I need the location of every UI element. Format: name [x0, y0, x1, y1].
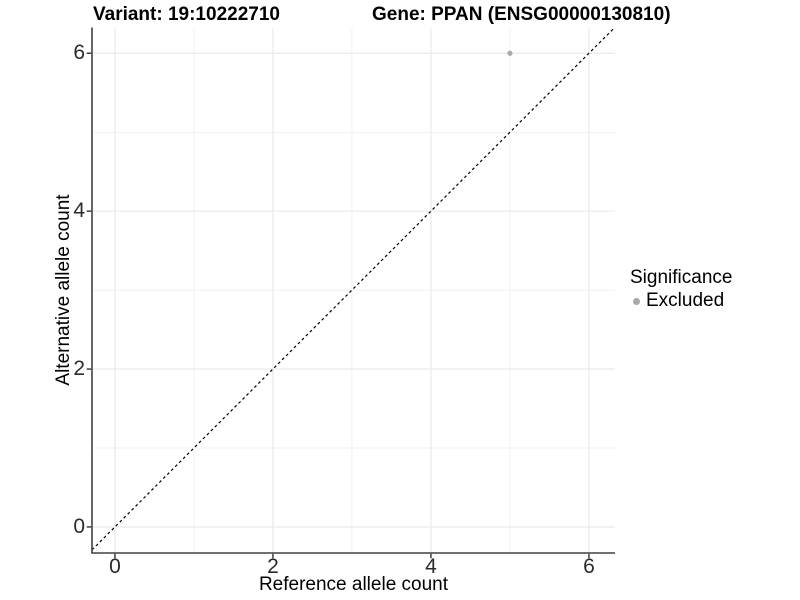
- data-point: [507, 50, 513, 56]
- x-tick-label: 2: [267, 555, 279, 578]
- legend: Significance Excluded: [630, 266, 732, 312]
- y-tick-label: 4: [73, 199, 85, 223]
- gene-title: Gene: PPAN (ENSG00000130810): [372, 4, 671, 25]
- x-axis-label: Reference allele count: [258, 574, 449, 595]
- y-axis-label: Alternative allele count: [53, 194, 74, 386]
- legend-key-dot-icon: [633, 297, 640, 305]
- identity-reference-line: [91, 27, 615, 551]
- x-tick-label: 4: [425, 555, 437, 578]
- legend-item-label: Excluded: [646, 290, 725, 311]
- legend-item-excluded: Excluded: [630, 290, 732, 312]
- x-tick-label: 0: [109, 555, 121, 578]
- legend-title: Significance: [630, 267, 733, 288]
- y-tick-label: 0: [73, 514, 85, 538]
- variant-title: Variant: 19:10222710: [93, 4, 280, 25]
- x-tick-label: 6: [583, 555, 595, 578]
- y-tick-label: 2: [73, 357, 85, 381]
- y-tick-label: 6: [73, 41, 85, 65]
